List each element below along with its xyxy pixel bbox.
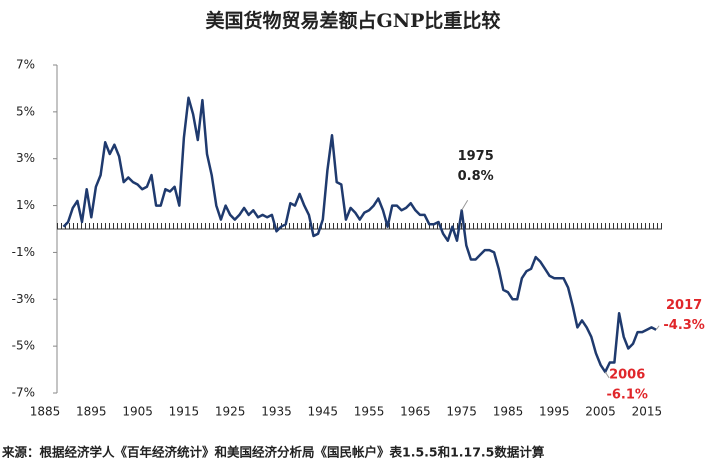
y-tick-label: -7% xyxy=(12,386,35,400)
x-tick-label: 1965 xyxy=(400,405,431,419)
x-tick-label: 1935 xyxy=(261,405,292,419)
data-line xyxy=(62,96,657,374)
annotation-year: 2006 xyxy=(609,367,645,382)
x-tick-label: 1915 xyxy=(169,405,200,419)
y-tick-label: -1% xyxy=(12,245,35,259)
x-tick-label: 1985 xyxy=(493,405,524,419)
y-tick-label: 7% xyxy=(16,58,35,72)
y-tick-label: -3% xyxy=(12,292,35,306)
y-tick-label: -5% xyxy=(12,339,35,353)
annotation-year: 2017 xyxy=(666,298,702,313)
x-tick-label: 1925 xyxy=(215,405,246,419)
x-tick-label: 1955 xyxy=(354,405,385,419)
x-tick-label: 2015 xyxy=(632,405,663,419)
chart-title: 美国货物贸易差额占GNP比重比较 xyxy=(206,9,501,32)
x-tick-label: 1975 xyxy=(446,405,477,419)
y-tick-label: 5% xyxy=(16,104,35,118)
y-tick-label: 1% xyxy=(16,198,35,212)
x-tick-label: 1945 xyxy=(308,405,339,419)
x-tick-label: 2005 xyxy=(585,405,616,419)
annotation-leader xyxy=(655,325,660,331)
annotation-leader xyxy=(461,199,469,211)
y-tick-label: 3% xyxy=(16,151,35,165)
x-tick-label: 1895 xyxy=(76,405,107,419)
x-tick-label: 1995 xyxy=(539,405,570,419)
x-tick-label: 1905 xyxy=(122,405,153,419)
annotation-value: -4.3% xyxy=(663,318,704,333)
annotation-value: -6.1% xyxy=(606,387,647,402)
annotation-leader xyxy=(604,371,610,379)
source-note: 来源：根据经济学人《百年经济统计》和美国经济分析局《国民帐户》表1.5.5和1.… xyxy=(1,445,545,460)
annotation-value: 0.8% xyxy=(458,169,494,184)
annotation-year: 1975 xyxy=(458,149,494,164)
x-tick-label: 1885 xyxy=(30,405,61,419)
